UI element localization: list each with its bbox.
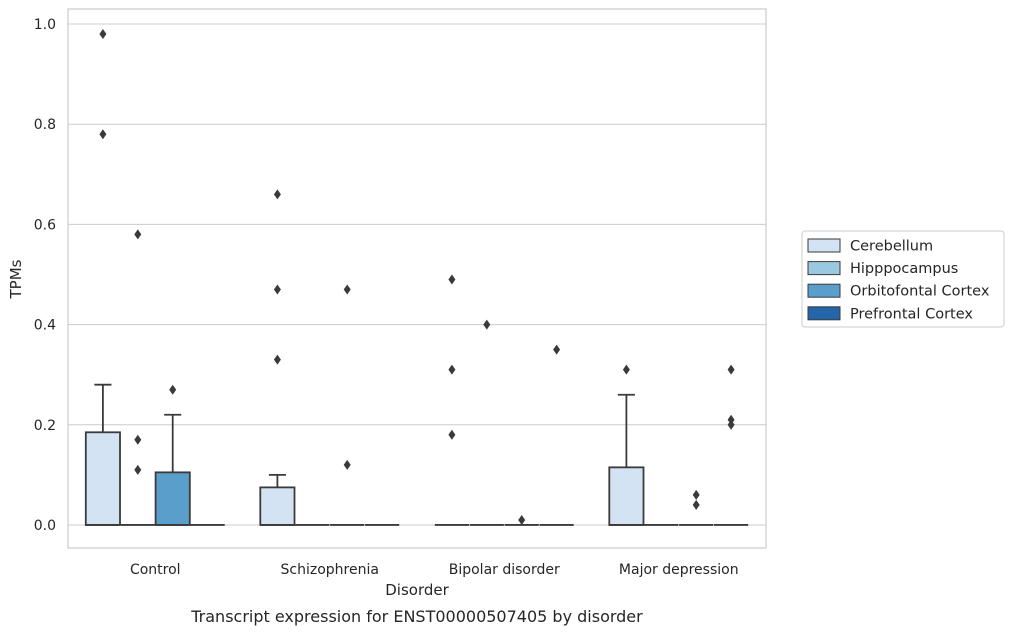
outlier-point [169,384,177,395]
outlier-point [343,284,351,295]
x-axis-label: Disorder [385,581,449,599]
box-hipppocampus [469,319,504,526]
box-body [259,486,296,526]
box-body [154,471,191,526]
outlier-point [448,274,456,285]
legend-swatch [807,238,841,253]
outlier-point [99,29,107,40]
box-prefrontal-cortex [539,344,574,526]
box-cerebellum [84,29,121,526]
box-orbitofontal-cortex [504,514,539,526]
x-tick-label: Control [130,562,181,578]
outlier-point [134,434,142,445]
outlier-point [553,344,561,355]
legend-label: Orbitofontal Cortex [850,284,990,300]
x-tick-label: Major depression [619,562,739,578]
box-hipppocampus [120,229,155,526]
outlier-point [483,319,491,330]
box-cerebellum [259,189,296,526]
outlier-point [448,429,456,440]
outlier-point [518,514,526,525]
y-tick-label: 0.0 [34,518,56,534]
outlier-point [727,419,735,430]
plot-frame [67,8,767,549]
box-cerebellum [434,274,470,526]
legend-swatch [807,283,841,298]
outlier-point [727,364,735,375]
box-orbitofontal-cortex [154,384,191,526]
legend-label: Prefrontal Cortex [850,306,973,322]
outlier-point [727,414,735,425]
outlier-point [692,489,700,500]
legend: Cerebellum Hipppocampus Orbitofontal Corte… [801,230,1005,328]
outlier-point [692,499,700,510]
outlier-point [622,364,630,375]
legend-swatch [807,306,841,321]
outlier-point [273,354,281,365]
x-tick-label: Schizophrenia [281,562,379,578]
y-axis-label: TPMs [7,259,25,299]
y-tick-label: 1.0 [34,17,56,33]
outlier-point [273,189,281,200]
box-prefrontal-cortex [713,364,749,526]
legend-label: Cerebellum [850,239,933,255]
y-tick-label: 0.8 [34,117,56,133]
outlier-point [134,229,142,240]
box-body [608,466,645,526]
legend-swatch [807,261,841,276]
y-tick-label: 0.6 [34,217,56,233]
outlier-point [134,464,142,475]
outlier-point [99,129,107,140]
chart-caption: Transcript expression for ENST0000050740… [190,607,643,626]
y-tick-label: 0.2 [34,418,56,434]
legend-frame [801,230,1005,328]
outlier-point [343,459,351,470]
box-cerebellum [608,364,645,526]
axis-ticks: 0.0 0.2 0.4 0.6 0.8 1.0 Control Schizophrenia Bi… [34,17,739,578]
y-tick-label: 0.4 [34,318,56,334]
outlier-point [273,284,281,295]
x-tick-label: Bipolar disorder [449,562,560,578]
plot-area [84,29,749,526]
box-orbitofontal-cortex [330,284,365,526]
legend-label: Hipppocampus [850,261,958,277]
box-orbitofontal-cortex [679,489,714,526]
outlier-point [448,364,456,375]
gridlines [67,8,767,549]
box-body [84,431,121,526]
